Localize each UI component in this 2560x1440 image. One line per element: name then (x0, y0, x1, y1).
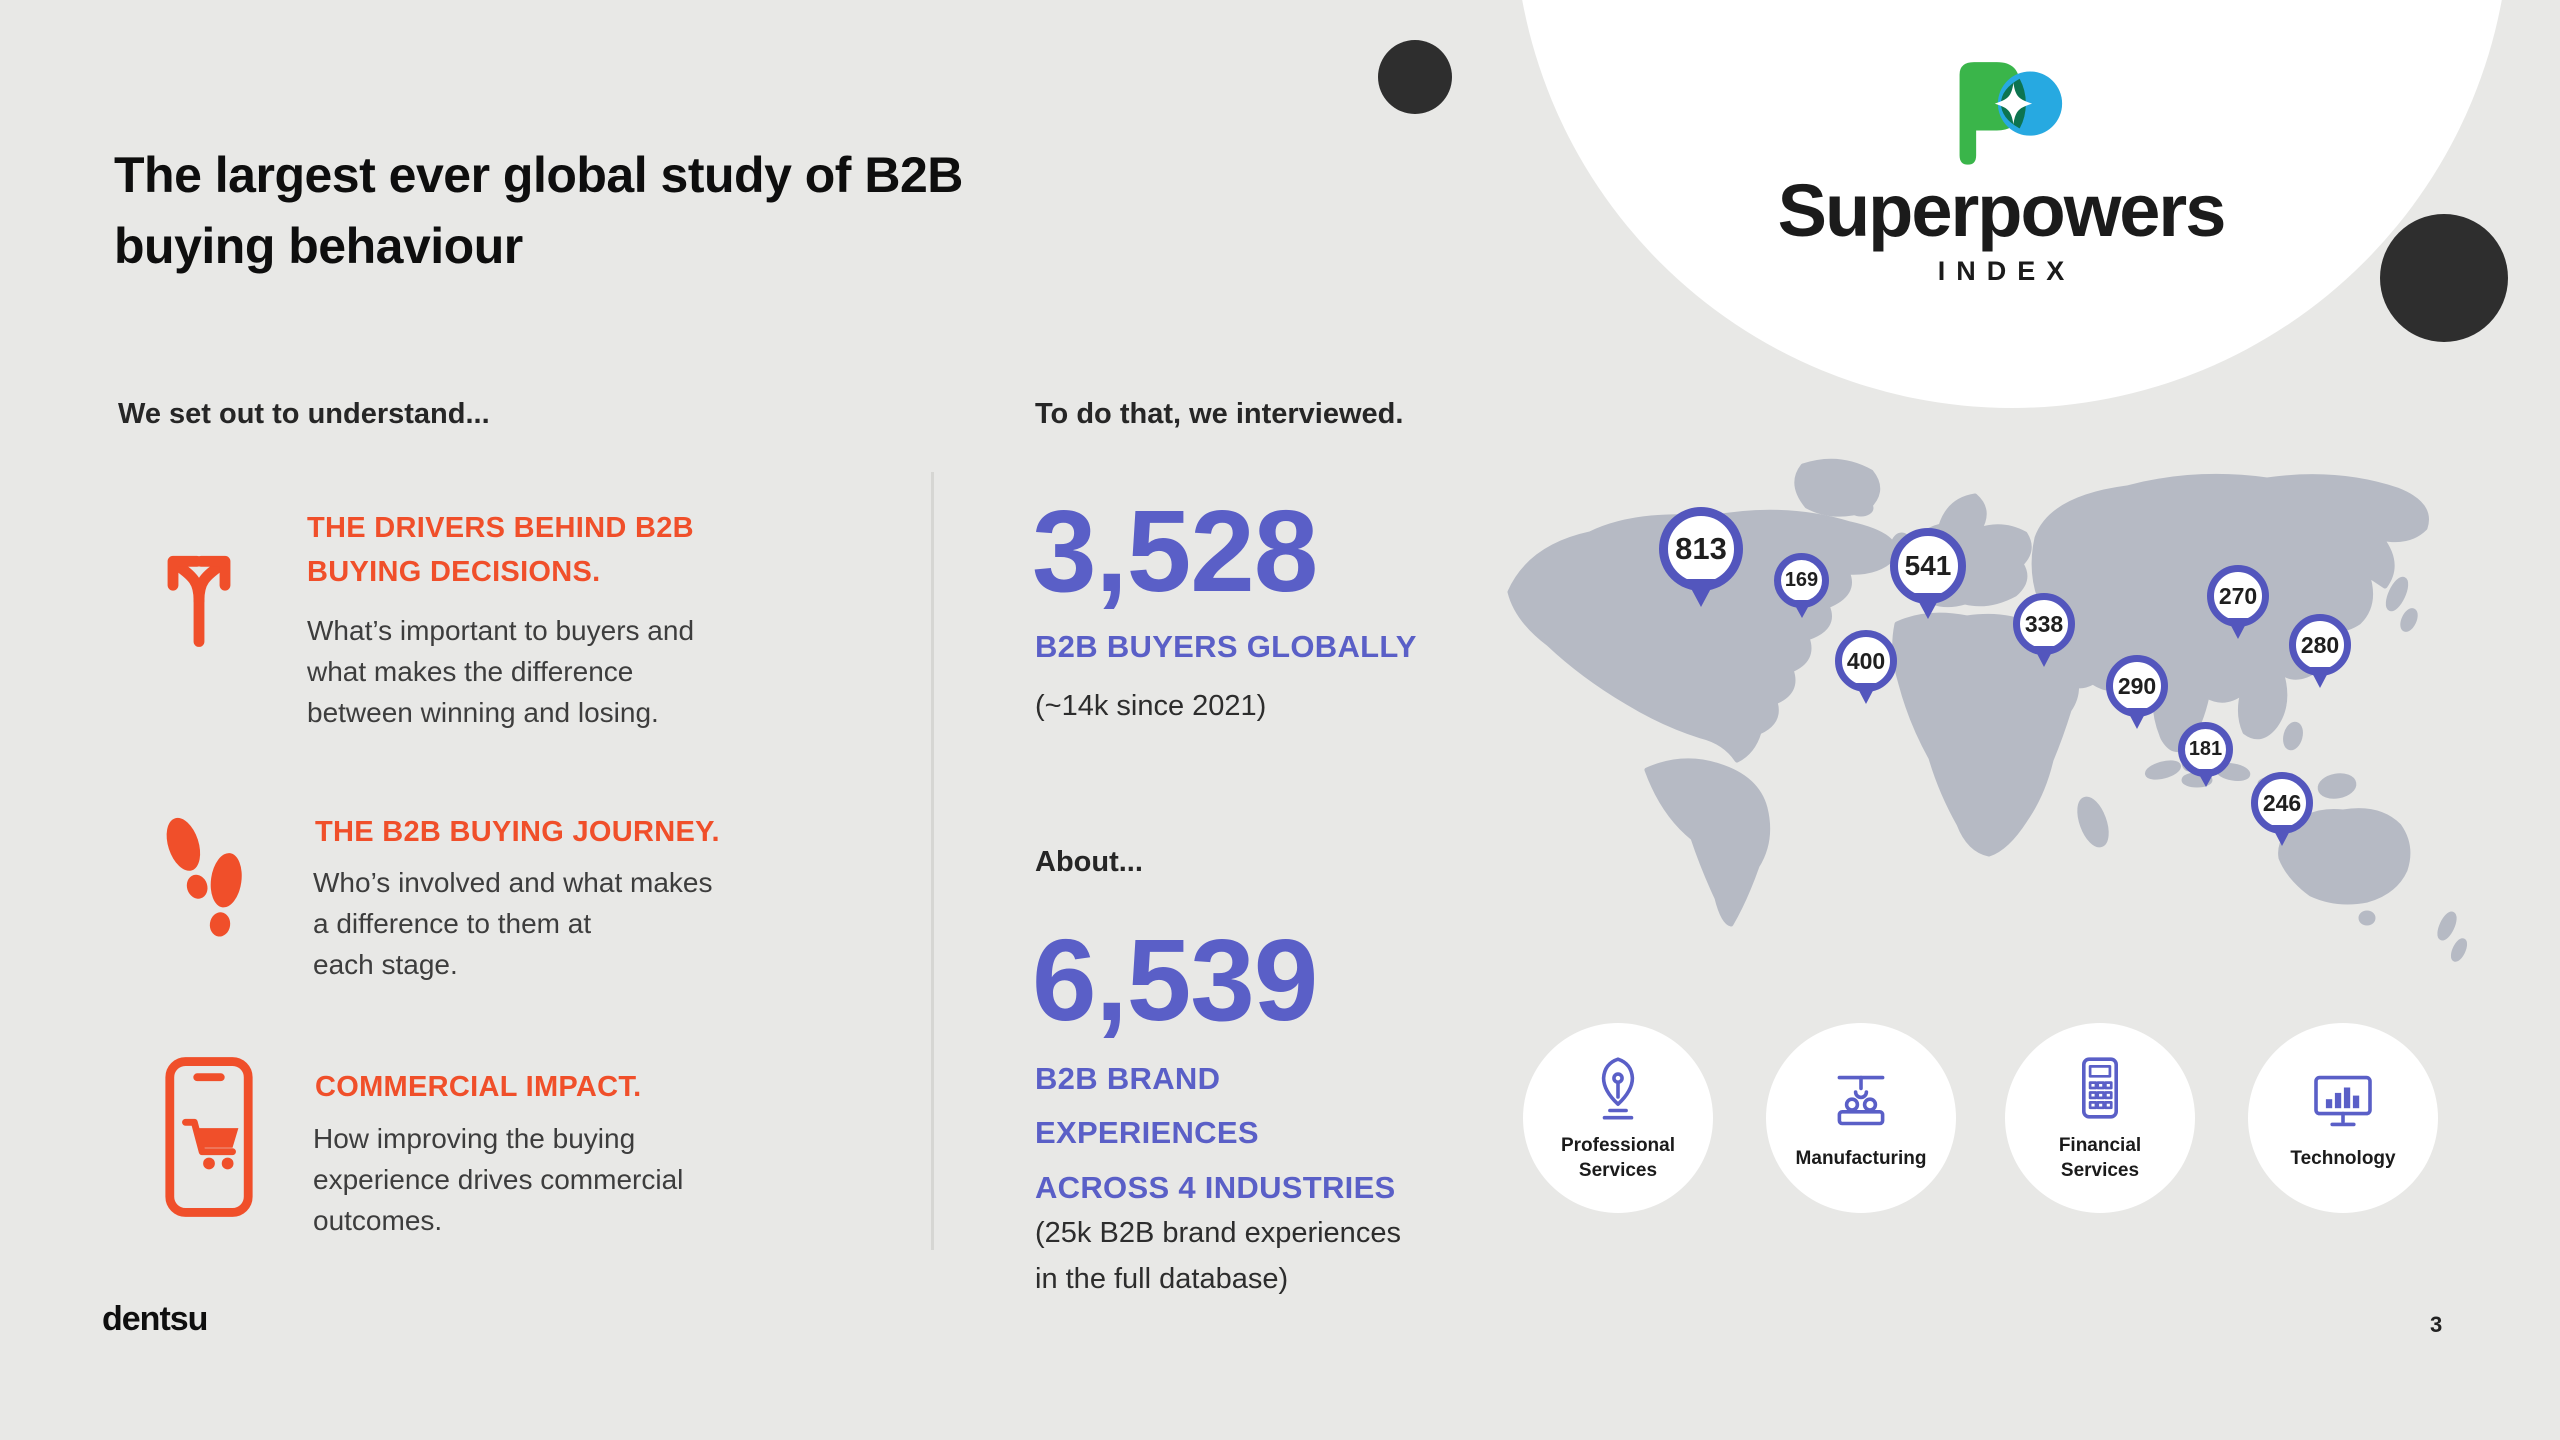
stat-buyers-label: B2B BUYERS GLOBALLY (1035, 629, 1417, 664)
industry-label: Technology (2290, 1147, 2396, 1169)
decor-dot-large (2380, 214, 2508, 342)
industry-label: Manufacturing (1795, 1147, 1927, 1169)
logo-wordmark: Superpowers (1777, 169, 2227, 252)
item-title-commercial: COMMERCIAL IMPACT. (315, 1071, 642, 1103)
map-pin-338: 338 (2013, 593, 2075, 655)
calculator-icon (2082, 1057, 2118, 1119)
map-pin-169: 169 (1774, 553, 1829, 608)
map-pin-280: 280 (2289, 614, 2351, 676)
pin-value: 181 (2188, 738, 2223, 760)
pin-value: 246 (2262, 789, 2302, 816)
branch-arrows-icon (167, 555, 231, 647)
middle-column-heading: To do that, we interviewed. (1035, 398, 1404, 430)
pin-value: 280 (2300, 631, 2340, 658)
industry-label: Professional Services (1560, 1135, 1676, 1181)
map-pin-246: 246 (2251, 772, 2313, 834)
logo-index-label: INDEX (1937, 255, 2076, 286)
about-label: About... (1035, 846, 1143, 878)
page-number: 3 (2430, 1312, 2443, 1337)
item-title-drivers: THE DRIVERS BEHIND B2B BUYING DECISIONS. (307, 512, 694, 589)
superpowers-logo: Superpowers INDEX (1756, 58, 2246, 287)
item-title-journey: THE B2B BUYING JOURNEY. (315, 816, 720, 848)
pin-value: 400 (1846, 647, 1886, 674)
map-pin-290: 290 (2106, 655, 2168, 717)
pin-value: 338 (2024, 610, 2064, 637)
column-divider (931, 472, 934, 1250)
industry-label: Financial Services (2058, 1135, 2142, 1181)
stat-buyers-note: (~14k since 2021) (1035, 690, 1267, 722)
item-body-journey: Who’s involved and what makes a differen… (313, 867, 713, 981)
footprints-icon (166, 817, 242, 937)
superpowers-logo-icon (1959, 62, 2063, 165)
stat-experiences-note: (25k B2B brand experiences in the full d… (1035, 1217, 1401, 1296)
pin-value: 169 (1784, 569, 1819, 591)
stat-experiences-value: 6,539 (1032, 915, 1318, 1045)
pin-value: 270 (2218, 582, 2258, 609)
page-title: The largest ever global study of B2B buy… (114, 147, 963, 274)
pin-value: 813 (1675, 531, 1727, 566)
world-map (1507, 458, 2468, 962)
dentsu-logo: dentsu (102, 1300, 208, 1338)
stat-experiences-label: B2B BRAND EXPERIENCES ACROSS 4 INDUSTRIE… (1035, 1061, 1396, 1205)
phone-cart-icon (165, 1057, 253, 1217)
industry-professional-services: Professional Services (1523, 1023, 1713, 1213)
industry-financial-services: Financial Services (2005, 1023, 2195, 1213)
pin-value: 290 (2117, 672, 2157, 699)
map-pin-813: 813 (1659, 507, 1743, 591)
map-pin-541: 541 (1890, 528, 1966, 604)
map-pin-400: 400 (1835, 630, 1897, 692)
stat-buyers-value: 3,528 (1032, 486, 1318, 616)
pen-nib-icon (1601, 1057, 1635, 1120)
factory-icon (1837, 1075, 1885, 1125)
pin-value: 541 (1904, 550, 1952, 581)
decor-dot-small (1378, 40, 1452, 114)
item-body-commercial: How improving the buying experience driv… (313, 1123, 684, 1237)
industry-manufacturing: Manufacturing (1766, 1023, 1956, 1213)
monitor-chart-icon (2314, 1075, 2372, 1126)
left-column-heading: We set out to understand... (118, 398, 490, 430)
item-body-drivers: What’s important to buyers and what make… (307, 615, 695, 729)
map-pin-270: 270 (2207, 565, 2269, 627)
industry-technology: Technology (2248, 1023, 2438, 1213)
map-pin-181: 181 (2178, 722, 2233, 777)
